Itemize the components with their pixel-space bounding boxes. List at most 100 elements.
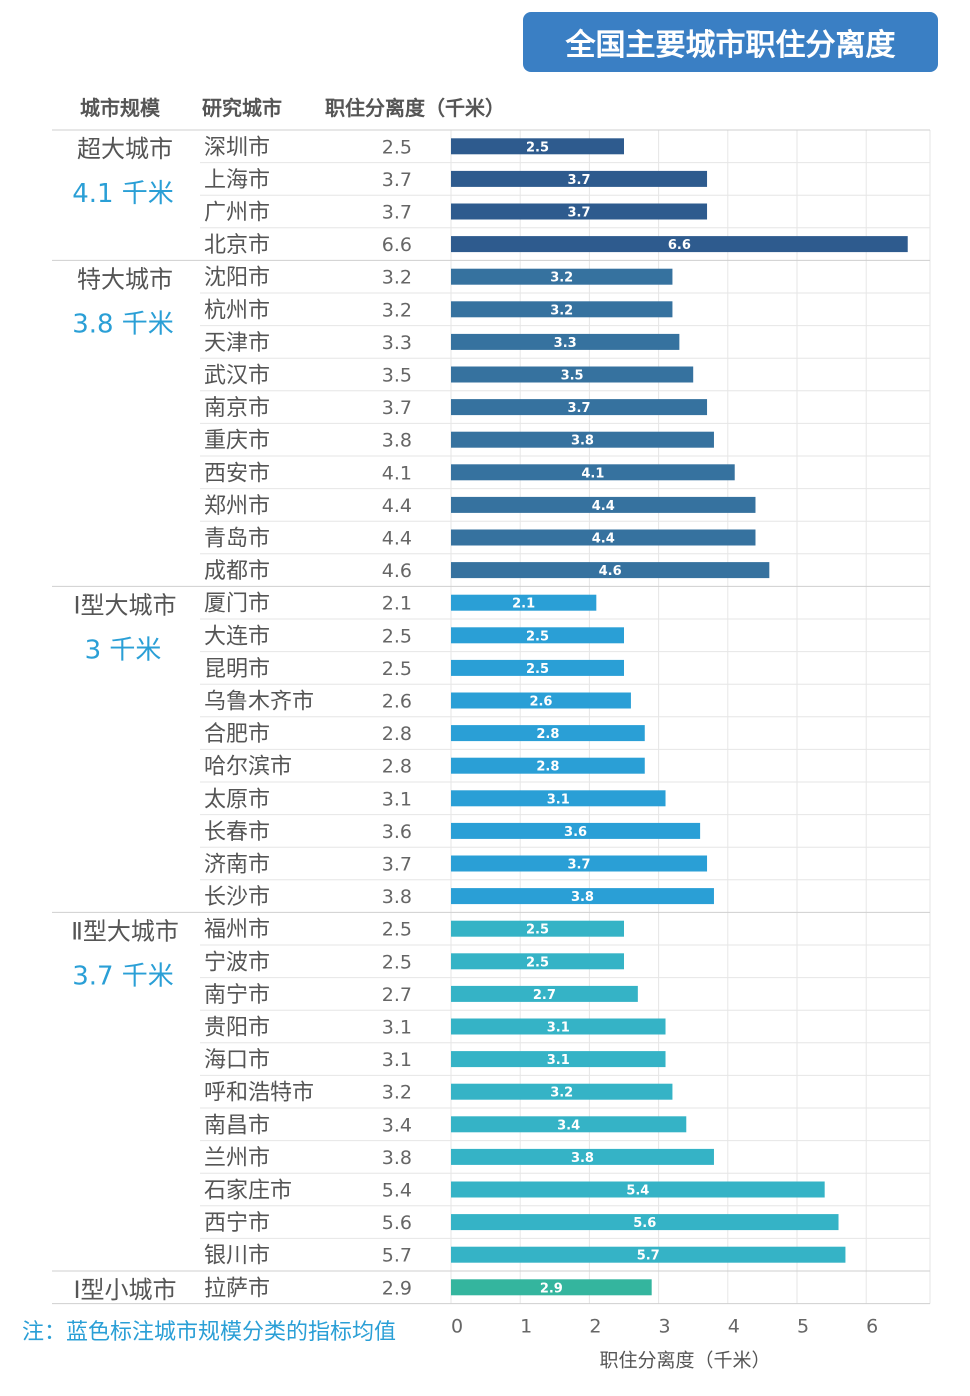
city-label: 拉萨市: [204, 1276, 270, 1301]
value-label: 2.8: [382, 756, 412, 778]
value-label: 2.5: [382, 136, 412, 158]
bar-data-label: 2.5: [526, 662, 549, 677]
x-tick-label: 5: [797, 1316, 809, 1338]
value-label: 5.6: [382, 1212, 412, 1234]
group-name: 特大城市: [77, 265, 173, 293]
city-label: 南宁市: [204, 983, 270, 1008]
city-label: 石家庄市: [204, 1179, 292, 1204]
bar-data-label: 3.8: [571, 434, 594, 449]
bar: [451, 757, 645, 774]
value-label: 2.5: [382, 625, 412, 647]
city-label: 济南市: [204, 853, 270, 878]
x-tick-label: 3: [659, 1316, 671, 1338]
bar-data-label: 5.6: [633, 1216, 656, 1231]
footnote: 注：蓝色标注城市规模分类的指标均值: [22, 1320, 397, 1345]
bar: [451, 431, 714, 448]
bar: [451, 953, 624, 970]
value-label: 2.9: [382, 1277, 412, 1299]
value-label: 3.7: [382, 169, 412, 191]
bar-data-label: 5.7: [637, 1249, 660, 1264]
city-label: 深圳市: [204, 135, 270, 160]
city-label: 南京市: [204, 396, 270, 421]
bar-data-label: 6.6: [668, 238, 691, 253]
city-label: 青岛市: [204, 527, 270, 552]
bar-data-label: 4.4: [592, 532, 615, 547]
city-label: 太原市: [204, 787, 270, 812]
bar: [451, 725, 645, 742]
x-tick-label: 1: [520, 1316, 532, 1338]
header-research-city: 研究城市: [202, 96, 282, 120]
value-label: 3.2: [382, 1082, 412, 1104]
bar: [451, 138, 624, 155]
city-label: 成都市: [204, 559, 270, 584]
group-name: Ⅱ型大城市: [71, 917, 179, 945]
city-label: 西宁市: [204, 1211, 270, 1236]
bar: [451, 529, 756, 546]
header-city-scale: 城市规模: [80, 96, 160, 120]
bar: [451, 659, 624, 676]
bar: [451, 1051, 666, 1068]
value-label: 4.6: [382, 560, 412, 582]
value-label: 4.4: [382, 495, 412, 517]
bar: [451, 790, 666, 807]
bar-data-label: 2.6: [529, 695, 552, 710]
city-label: 北京市: [204, 233, 270, 258]
bar: [451, 333, 680, 350]
bar-data-label: 2.5: [526, 923, 549, 938]
bar: [451, 496, 756, 513]
bar-data-label: 3.7: [568, 858, 591, 873]
value-label: 2.8: [382, 723, 412, 745]
bar: [451, 562, 770, 579]
value-label: 3.2: [382, 299, 412, 321]
bar: [451, 855, 708, 872]
city-label: 乌鲁木齐市: [204, 690, 314, 715]
city-label: 兰州市: [204, 1146, 270, 1171]
value-label: 4.1: [382, 462, 412, 484]
group-average: 3 千米: [85, 635, 162, 665]
bar: [451, 301, 673, 318]
bar: [451, 236, 908, 253]
bar: [451, 268, 673, 285]
x-tick-label: 6: [866, 1316, 878, 1338]
value-label: 2.5: [382, 919, 412, 941]
group-average: 4.1 千米: [72, 179, 174, 209]
header-separation-value: 职住分离度（千米）: [325, 96, 505, 120]
bar-data-label: 2.9: [540, 1281, 563, 1296]
value-label: 5.7: [382, 1245, 412, 1267]
bar-data-label: 2.8: [536, 760, 559, 775]
value-label: 3.7: [382, 397, 412, 419]
city-label: 海口市: [204, 1048, 270, 1073]
value-label: 3.1: [382, 1049, 412, 1071]
bar-data-label: 3.1: [547, 1021, 570, 1036]
bar-data-label: 3.2: [550, 271, 573, 286]
bar-data-label: 3.7: [568, 401, 591, 416]
bar: [451, 985, 638, 1002]
value-label: 5.4: [382, 1180, 412, 1202]
value-label: 3.2: [382, 267, 412, 289]
x-tick-label: 2: [589, 1316, 601, 1338]
bar-data-label: 3.5: [561, 369, 584, 384]
bar: [451, 366, 694, 383]
value-label: 3.1: [382, 1017, 412, 1039]
value-label: 3.8: [382, 1147, 412, 1169]
bar-data-label: 3.8: [571, 1151, 594, 1166]
group-name: Ⅰ型大城市: [73, 591, 176, 619]
bar: [451, 594, 597, 611]
bar: [451, 888, 714, 905]
bar: [451, 1018, 666, 1035]
city-label: 宁波市: [204, 950, 270, 975]
bar: [451, 203, 708, 220]
bar: [451, 1083, 673, 1100]
value-label: 3.6: [382, 821, 412, 843]
x-axis-title: 职住分离度（千米）: [599, 1350, 770, 1372]
value-label: 2.1: [382, 593, 412, 615]
bar-data-label: 3.1: [547, 1053, 570, 1068]
city-label: 长春市: [204, 820, 270, 845]
city-label: 昆明市: [204, 657, 270, 682]
value-label: 2.5: [382, 951, 412, 973]
chart-title: 全国主要城市职住分离度: [523, 12, 938, 72]
city-label: 重庆市: [204, 429, 270, 454]
city-label: 厦门市: [204, 592, 270, 617]
bar-data-label: 2.5: [526, 140, 549, 155]
